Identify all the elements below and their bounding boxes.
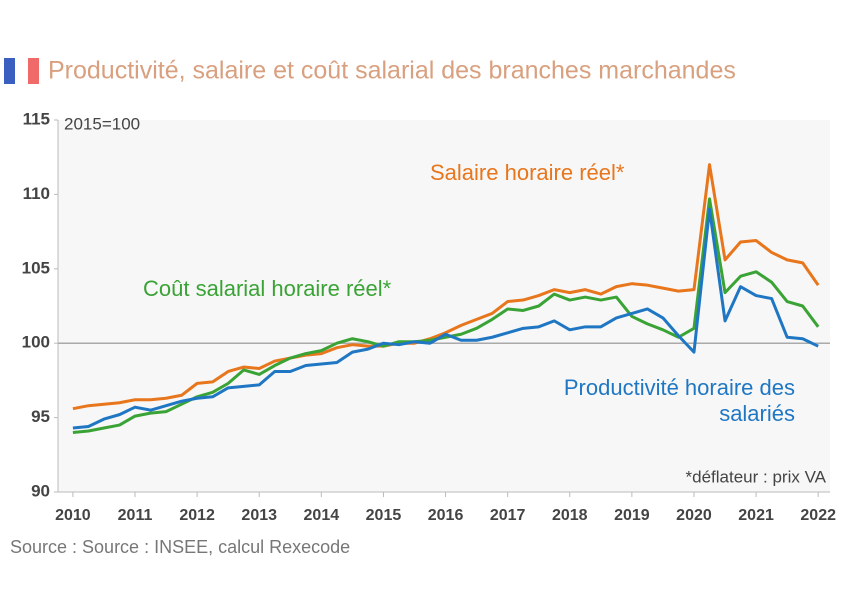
y-tick-label: 110 — [23, 184, 50, 203]
chart-title: Productivité, salaire et coût salarial d… — [48, 57, 736, 85]
x-tick-label: 2018 — [552, 507, 588, 524]
subtitle: 2015=100 — [64, 114, 140, 133]
x-tick-label: 2013 — [241, 507, 277, 524]
y-tick-label: 105 — [22, 258, 50, 277]
x-tick-label: 2010 — [55, 507, 91, 524]
x-tick-label: 2021 — [738, 507, 774, 524]
y-tick-label: 90 — [31, 481, 50, 500]
x-tick-label: 2022 — [800, 507, 836, 524]
x-tick-label: 2017 — [490, 507, 526, 524]
x-tick-label: 2016 — [428, 507, 464, 524]
x-tick-label: 2012 — [179, 507, 215, 524]
x-tick-label: 2019 — [614, 507, 650, 524]
series-label: Salaire horaire réel* — [430, 160, 625, 185]
flag-red — [28, 58, 39, 84]
x-tick-label: 2011 — [118, 507, 153, 524]
y-tick-label: 100 — [22, 333, 50, 352]
series-label: Productivité horaire des salariés — [563, 375, 795, 426]
y-tick-label: 115 — [23, 109, 50, 128]
plot-area — [58, 120, 830, 492]
series-line — [72, 207, 819, 430]
flag-blue — [4, 58, 15, 84]
y-tick-label: 95 — [31, 407, 50, 426]
x-tick-label: 2020 — [676, 507, 712, 524]
source: Source : Source : INSEE, calcul Rexecode — [10, 537, 350, 557]
x-tick-label: 2015 — [366, 507, 402, 524]
annotation: *déflateur : prix VA — [686, 467, 827, 486]
x-tick-label: 2014 — [304, 507, 340, 524]
series-label: Coût salarial horaire réel* — [143, 276, 392, 301]
